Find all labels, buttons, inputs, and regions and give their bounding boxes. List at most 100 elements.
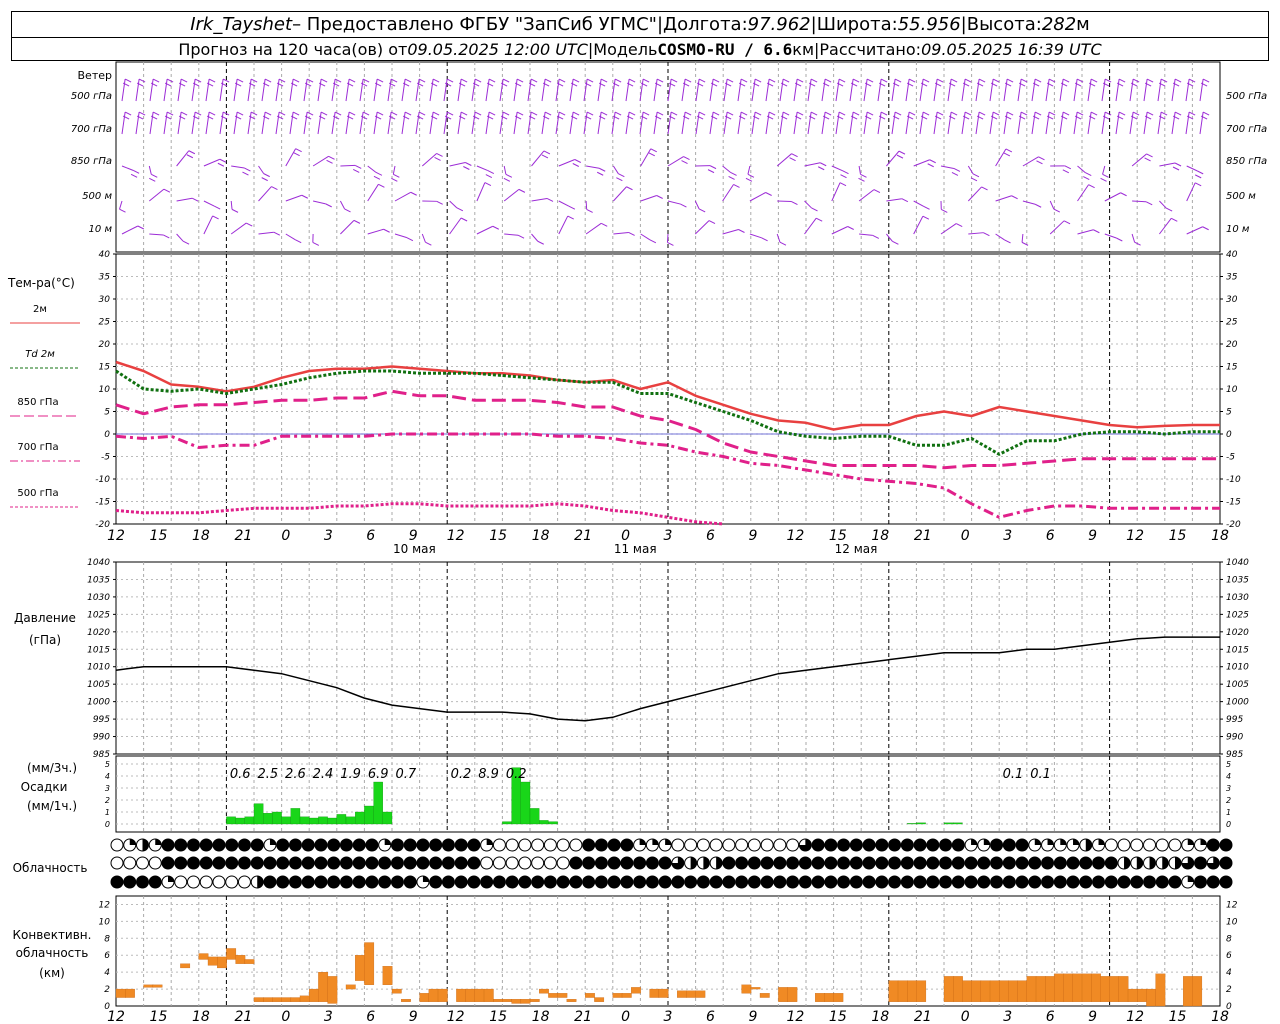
- wind-barb-flag: [978, 111, 986, 116]
- cloud-cover-symbol: [747, 856, 761, 870]
- conv-bar: [658, 988, 669, 998]
- wind-barb: [877, 111, 882, 135]
- wind-barb: [1132, 200, 1147, 203]
- conv-hour-tick: 6: [706, 1009, 715, 1024]
- wind-barb: [191, 78, 196, 102]
- wind-barb: [312, 200, 326, 205]
- temp-axis-tick-label-left: 10: [99, 385, 111, 395]
- wind-barb: [429, 111, 434, 135]
- cloud-cover-symbol: [926, 838, 940, 852]
- wind-barb-flag: [726, 111, 734, 116]
- wind-barb: [1104, 192, 1121, 202]
- pres-axis-tick-label-right: 990: [1226, 733, 1243, 743]
- wind-barb: [585, 222, 602, 235]
- wind-barb-flag: [1146, 201, 1153, 206]
- conv-bar: [1091, 973, 1101, 1002]
- temp-hour-tick: 6: [366, 528, 375, 544]
- wind-barb-flag: [530, 78, 538, 83]
- wind-barb: [877, 78, 882, 102]
- wind-barb: [149, 78, 154, 102]
- conv-bar: [1081, 973, 1092, 1002]
- conv-bar: [419, 993, 430, 1002]
- wind-barb-flag: [1118, 78, 1126, 83]
- cloud-cover-symbol: [735, 856, 749, 870]
- cloud-cover-fill: [1073, 839, 1080, 845]
- wind-barb-flag: [1046, 115, 1054, 120]
- wind-barb: [1049, 200, 1055, 210]
- wind-barb-flag: [738, 229, 745, 233]
- cloud-cover-symbol: [849, 856, 863, 870]
- sep: |: [814, 39, 820, 59]
- wind-barb-flag: [682, 82, 690, 87]
- wind-barb: [653, 111, 658, 135]
- wind-barb-flag: [614, 111, 622, 116]
- cloud-cover-symbol: [492, 875, 506, 889]
- temp-axis-tick-label-right: 20: [1226, 340, 1238, 350]
- cloud-cover-symbol: [1130, 875, 1144, 889]
- cloud-cover-symbol: [582, 838, 596, 852]
- wind-barb-flag: [1116, 115, 1124, 120]
- wind-barb-flag: [656, 195, 663, 199]
- wind-barb-flag: [970, 177, 978, 182]
- cloud-cover-fill: [1085, 839, 1092, 851]
- cloud-cover-symbol: [1053, 856, 1067, 870]
- wind-barb-flag: [206, 115, 214, 120]
- conv-bar: [594, 997, 605, 1002]
- wind-barb-flag: [388, 82, 396, 87]
- wind-barb: [835, 78, 840, 102]
- wind-barb-flag: [544, 78, 552, 83]
- wind-barb-flag: [402, 82, 410, 87]
- wind-barb: [695, 111, 700, 135]
- precip-bar: [548, 821, 558, 825]
- wind-barb-flag: [390, 78, 398, 83]
- cloud-cover-symbol: [1219, 875, 1233, 889]
- conv-bar: [1035, 976, 1046, 1002]
- wind-barb-flag: [894, 78, 902, 83]
- wind-barb-flag: [334, 78, 342, 83]
- cloud-cover-symbol: [1028, 875, 1042, 889]
- cloud-cover-symbol: [365, 856, 379, 870]
- precip-bar: [281, 816, 291, 825]
- wind-barb-flag: [683, 156, 690, 160]
- wind-barb-flag: [1018, 82, 1026, 87]
- wind-barb: [531, 150, 545, 167]
- conv-bar: [1118, 976, 1129, 1002]
- wind-barb: [191, 111, 196, 135]
- wind-barb: [919, 111, 924, 135]
- wind-barb: [625, 78, 630, 102]
- wind-barb: [1171, 78, 1176, 102]
- wind-barb: [303, 111, 308, 135]
- cloud-cover-symbol: [225, 856, 239, 870]
- conv-bar: [198, 953, 209, 960]
- cloud-cover-fill: [1207, 857, 1220, 870]
- conv-hour-tick: 12: [1126, 1009, 1144, 1024]
- wind-barb-flag: [1130, 115, 1138, 120]
- wind-barb: [779, 78, 784, 102]
- wind-barb-flag: [922, 111, 930, 116]
- cloud-cover-symbol: [556, 875, 570, 889]
- wind-barb: [913, 200, 924, 207]
- conv-bar: [999, 980, 1009, 1002]
- precip-bar: [373, 781, 383, 825]
- wind-barb-flag: [811, 207, 818, 212]
- temp-series-line: [115, 389, 1220, 470]
- cloud-cover-symbol: [1194, 856, 1208, 870]
- cloud-cover-symbol: [645, 856, 659, 870]
- wind-barb-flag: [290, 82, 298, 87]
- conv-title-2: облачность: [16, 946, 89, 960]
- wind-barb-flag: [696, 115, 704, 120]
- wind-barb-flag: [612, 82, 620, 87]
- cloud-cover-symbol: [467, 875, 481, 889]
- wind-barb: [1077, 229, 1094, 235]
- cloud-cover-symbol: [900, 875, 914, 889]
- cloud-cover-symbol: [225, 838, 239, 852]
- wind-barb: [121, 78, 126, 102]
- wind-barb-flag: [923, 205, 930, 210]
- wind-barb-flag: [1020, 111, 1028, 116]
- cloud-cover-symbol: [684, 838, 698, 852]
- temp-hour-tick: 12: [786, 528, 804, 544]
- conv-hour-tick: 21: [234, 1009, 252, 1024]
- cloud-cover-symbol: [505, 856, 519, 870]
- wind-barb-flag: [934, 82, 942, 87]
- wind-barb-flag: [220, 82, 228, 87]
